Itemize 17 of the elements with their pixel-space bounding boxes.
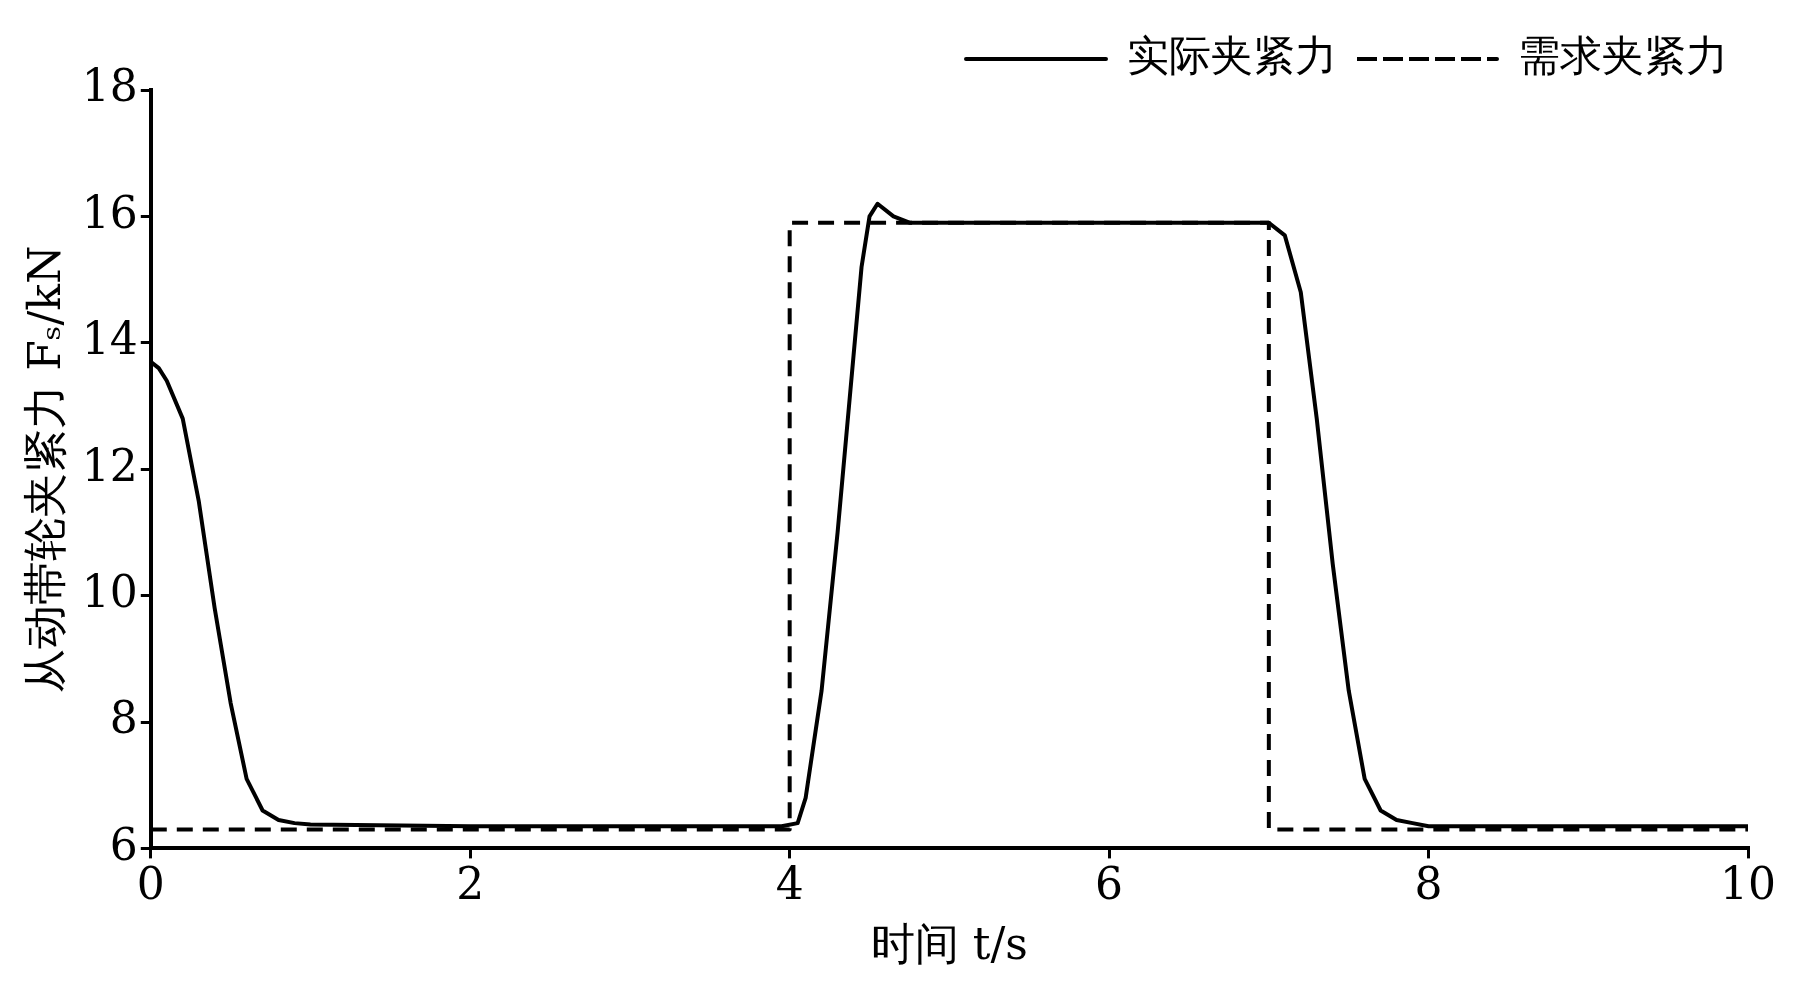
x-tick-label: 0 xyxy=(136,858,165,910)
x-tick-label: 4 xyxy=(775,858,804,910)
legend-label: 实际夹紧力 xyxy=(1127,30,1337,80)
x-axis-title: 时间 t/s xyxy=(870,918,1028,970)
x-tick-label: 2 xyxy=(456,858,485,910)
y-tick-label: 18 xyxy=(81,60,138,112)
y-tick-label: 16 xyxy=(81,186,138,238)
legend-label: 需求夹紧力 xyxy=(1518,30,1728,80)
x-tick-label: 8 xyxy=(1414,858,1443,910)
y-tick-label: 14 xyxy=(81,313,138,365)
x-tick-label: 10 xyxy=(1720,858,1776,910)
y-tick-label: 10 xyxy=(81,566,138,618)
y-tick-label: 12 xyxy=(81,439,138,491)
x-tick-label: 6 xyxy=(1095,858,1124,910)
y-tick-label: 8 xyxy=(109,692,138,744)
y-axis-title: 从动带轮夹紧力 Fₛ/kN xyxy=(18,245,70,693)
y-tick-label: 6 xyxy=(109,818,138,870)
